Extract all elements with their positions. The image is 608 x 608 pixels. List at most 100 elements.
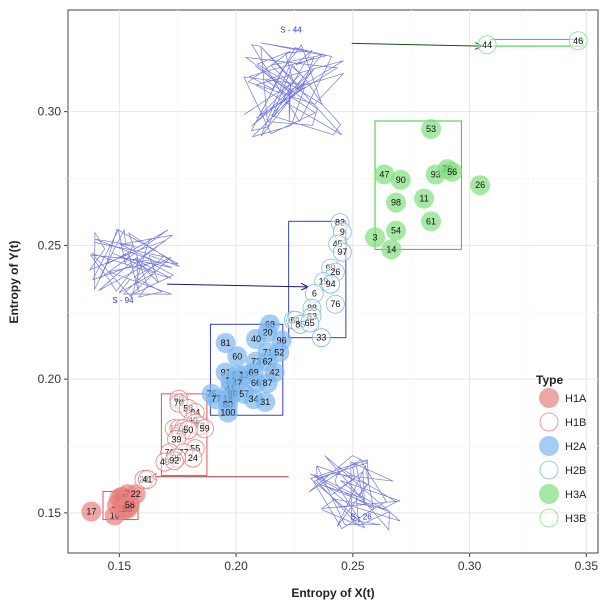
- data-point-label: 87: [263, 378, 273, 388]
- data-point-label: 57: [239, 389, 249, 399]
- y-tick-label: 0.15: [38, 506, 62, 520]
- signature-sketch-s26: [308, 455, 401, 531]
- data-point-label: 59: [200, 424, 210, 434]
- annotations: S - 44 S - 94 S - 26: [112, 26, 372, 522]
- annotation-label: S - 94: [112, 296, 134, 305]
- data-point-h1b: [137, 470, 157, 489]
- data-point-label: 40: [251, 334, 261, 344]
- data-point-label: 73: [251, 357, 261, 367]
- data-point-h1b: [164, 451, 184, 471]
- data-point-label: 96: [277, 335, 287, 345]
- data-point-label: 26: [330, 267, 340, 277]
- x-tick-label: 0.25: [341, 559, 365, 573]
- x-tick-label: 0.30: [458, 559, 482, 573]
- data-point-label: 41: [142, 474, 152, 484]
- data-point-label: 65: [305, 318, 315, 328]
- data-point-label: 85: [295, 319, 305, 329]
- data-point-label: 55: [190, 444, 200, 454]
- data-point-label: 6: [312, 289, 317, 299]
- data-point-label: 47: [379, 170, 389, 180]
- data-point-label: 31: [260, 397, 270, 407]
- data-point-label: 76: [330, 299, 340, 309]
- data-point-label: 82: [335, 218, 345, 228]
- data-point-label: 39: [172, 434, 182, 444]
- annotation-label: S - 44: [280, 26, 302, 35]
- data-point-h3a: [374, 164, 395, 185]
- signature-sketch-s94: [88, 228, 180, 298]
- data-point-h2a: [217, 402, 238, 423]
- x-axis-ticks: 0.15 0.20 0.25 0.30 0.35: [108, 553, 599, 573]
- legend-label: H3A: [565, 489, 587, 501]
- arrows: [151, 43, 481, 476]
- legend-title: Type: [536, 373, 563, 387]
- data-point-label: 54: [391, 226, 401, 236]
- data-point-h2a: [257, 373, 278, 394]
- x-tick-label: 0.20: [224, 559, 248, 573]
- data-point-label: 56: [447, 167, 457, 177]
- data-point-label: 22: [131, 489, 141, 499]
- signature-sketch-s44: [243, 42, 345, 138]
- y-axis-title: Entropy of Y(t): [7, 240, 21, 323]
- data-point-h1a: [81, 501, 102, 522]
- data-point-h2a: [227, 346, 248, 367]
- data-point-h1a: [125, 484, 146, 505]
- data-point-label: 33: [316, 333, 326, 343]
- data-point-label: 100: [220, 408, 235, 418]
- legend-swatch-h1b: [539, 412, 559, 432]
- y-tick-label: 0.25: [38, 238, 62, 252]
- data-point-h2b: [300, 313, 320, 333]
- data-point-label: 90: [396, 175, 406, 185]
- arrow: [167, 284, 307, 287]
- data-point-label: 98: [391, 198, 401, 208]
- data-point-label: 66: [251, 378, 261, 388]
- data-point-label: 46: [573, 36, 583, 46]
- legend-label: H2A: [565, 441, 587, 453]
- legend-swatch-h2b: [539, 460, 559, 480]
- data-point-label: 24: [188, 453, 198, 463]
- x-axis-title: Entropy of X(t): [291, 586, 374, 600]
- data-point-h2a: [215, 333, 236, 354]
- data-point-label: 9: [340, 227, 345, 237]
- data-point-label: 3: [373, 232, 378, 242]
- data-point-h3a: [381, 239, 402, 260]
- group-rectangle-h3: [374, 120, 462, 250]
- data-point-label: 77: [211, 394, 221, 404]
- legend-label: H3B: [565, 513, 586, 525]
- legend-label: H1A: [565, 393, 587, 405]
- data-point-h2a: [255, 391, 276, 412]
- data-point-h2b: [332, 242, 352, 262]
- data-point-label: 16: [110, 511, 120, 521]
- data-point-h3a: [365, 227, 386, 248]
- data-point-h3b: [477, 35, 497, 55]
- annotation-label: S - 26: [350, 513, 372, 522]
- data-point-h3a: [442, 161, 463, 182]
- data-point-label: 60: [232, 351, 242, 361]
- data-point-label: 92: [169, 456, 179, 466]
- data-point-h3a: [421, 211, 442, 232]
- y-axis-ticks: 0.15 0.20 0.25 0.30: [38, 105, 68, 520]
- data-point-label: 52: [274, 347, 284, 357]
- data-point-h3a: [386, 192, 407, 213]
- data-point-label: 26: [475, 180, 485, 190]
- x-tick-label: 0.15: [108, 559, 132, 573]
- data-point-label: 61: [426, 216, 436, 226]
- legend-swatch-h3b: [539, 508, 559, 528]
- x-tick-label: 0.35: [575, 559, 599, 573]
- data-point-h2b: [325, 294, 345, 314]
- data-point-h2a: [245, 329, 266, 350]
- legend-swatch-h1a: [539, 388, 559, 408]
- data-point-label: 14: [386, 244, 396, 254]
- signature-sketches: [88, 42, 401, 531]
- data-point-label: 93: [431, 170, 441, 180]
- data-point-label: 81: [221, 338, 231, 348]
- data-points: 1716295797132188975822284160705884433273…: [81, 31, 588, 526]
- data-point-h3a: [386, 220, 407, 241]
- data-point-h3a: [421, 119, 442, 140]
- legend: Type H1A H1B H2A H2B H3A H3B: [536, 373, 587, 528]
- data-point-label: 34: [249, 394, 259, 404]
- data-point-label: 69: [249, 367, 259, 377]
- data-point-label: 70: [174, 398, 184, 408]
- arrow: [351, 43, 482, 46]
- legend-label: H2B: [565, 465, 586, 477]
